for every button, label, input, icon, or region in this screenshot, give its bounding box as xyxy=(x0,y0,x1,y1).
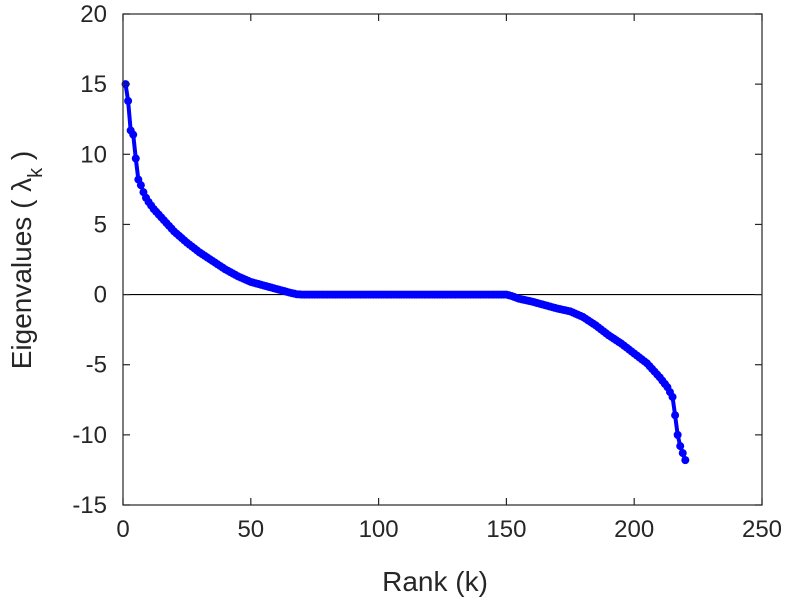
y-tick-label: 20 xyxy=(80,1,107,28)
data-point xyxy=(678,449,687,458)
data-point xyxy=(681,456,690,465)
y-tick-label: -5 xyxy=(86,352,107,379)
data-point xyxy=(673,430,682,439)
x-tick-label: 150 xyxy=(486,516,526,543)
x-tick-label: 50 xyxy=(237,516,264,543)
y-tick-label: 10 xyxy=(80,141,107,168)
plot-area xyxy=(123,14,762,505)
y-axis-label: Eigenvalues ( λk ) xyxy=(6,151,47,370)
data-point xyxy=(129,130,138,139)
x-tick-label: 200 xyxy=(614,516,654,543)
y-tick-label: -15 xyxy=(72,492,107,519)
y-tick-label: -10 xyxy=(72,422,107,449)
data-point xyxy=(668,392,677,401)
plot-frame xyxy=(122,13,763,506)
x-tick-label: 100 xyxy=(359,516,399,543)
y-tick-label: 0 xyxy=(94,282,107,309)
x-tick-label: 250 xyxy=(742,516,782,543)
data-point xyxy=(124,96,133,105)
x-tick-label: 0 xyxy=(116,516,129,543)
data-point xyxy=(136,181,145,190)
data-point xyxy=(671,411,680,420)
y-tick-label: 15 xyxy=(80,71,107,98)
x-axis-label: Rank (k) xyxy=(382,566,488,597)
y-tick-label: 5 xyxy=(94,211,107,238)
data-point xyxy=(131,154,140,163)
data-point xyxy=(676,442,685,451)
